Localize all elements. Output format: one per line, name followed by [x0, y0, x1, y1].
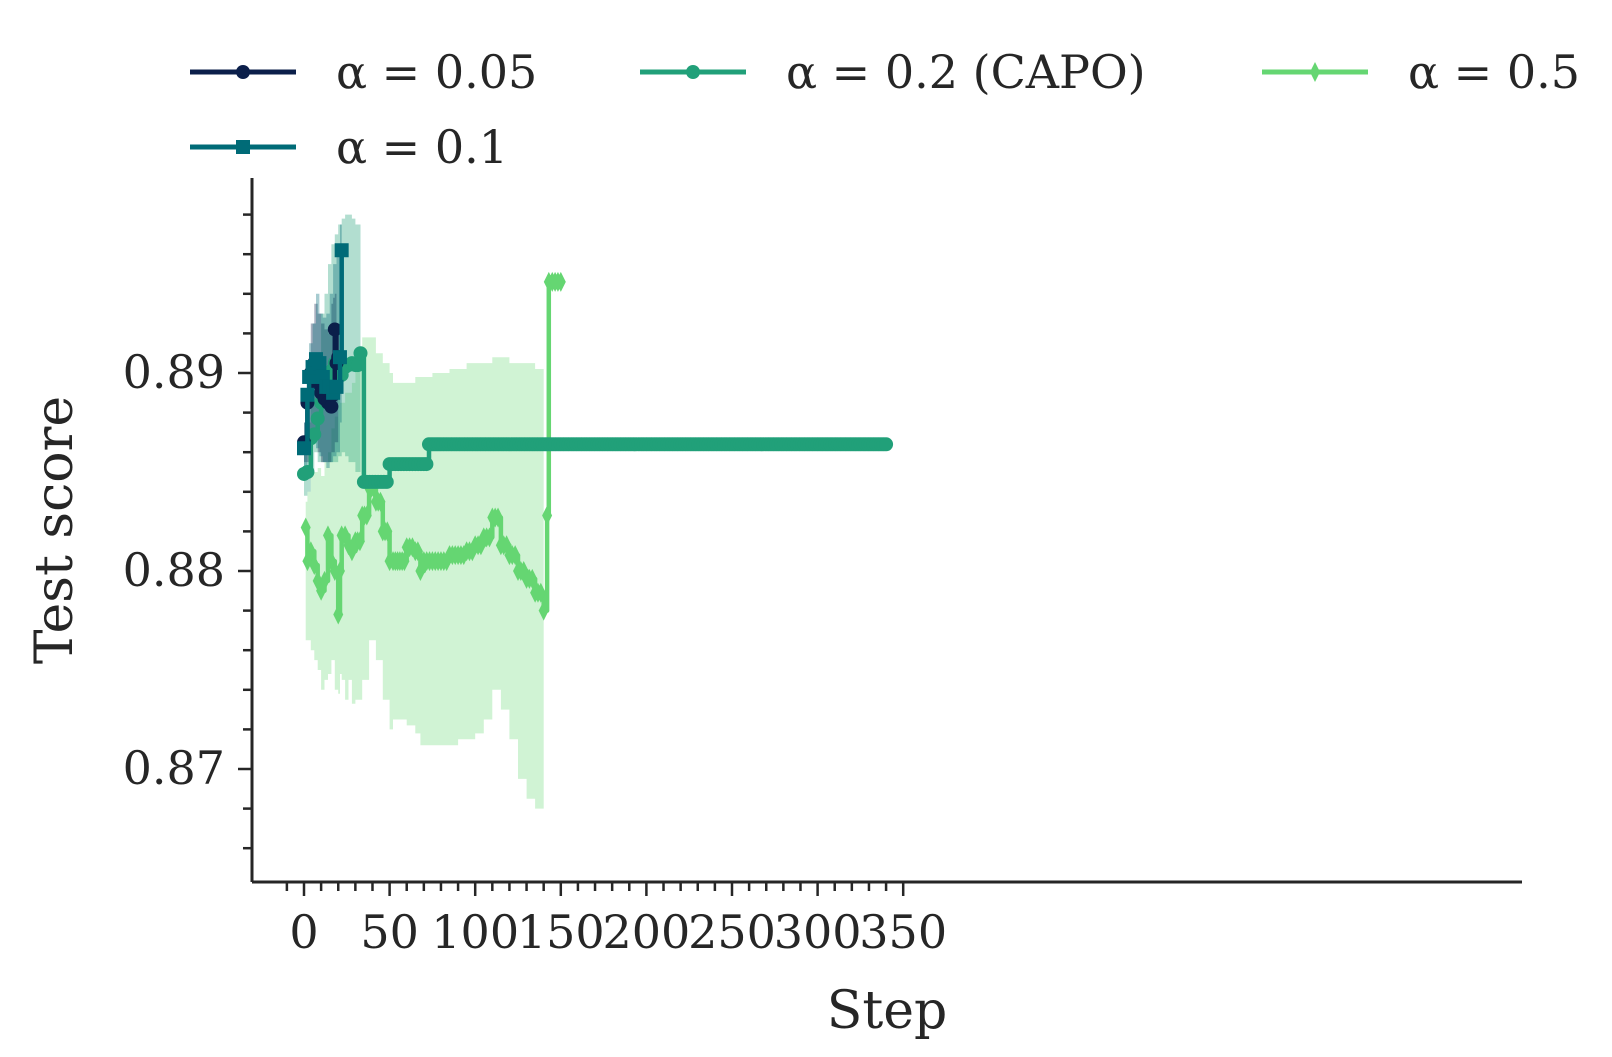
- x-tick-label: 350: [859, 905, 947, 959]
- data-point: [350, 358, 365, 373]
- x-tick-label: 150: [517, 905, 605, 959]
- legend-label: α = 0.2 (CAPO): [786, 45, 1146, 99]
- x-tick-label: 200: [602, 905, 690, 959]
- data-point: [334, 243, 349, 258]
- data-point: [354, 531, 365, 552]
- data-point: [312, 356, 327, 371]
- data-point: [353, 346, 368, 361]
- data-point: [510, 545, 521, 566]
- data-point: [493, 507, 504, 528]
- x-tick-label: 100: [431, 905, 519, 959]
- data-point: [310, 411, 325, 426]
- data-point: [332, 350, 347, 365]
- y-ticks: 0.87 0.88 0.89: [123, 213, 252, 850]
- legend-label: α = 0.1: [336, 120, 508, 174]
- legend-entry-4: α = 0.5: [1262, 45, 1580, 99]
- legend-entry-1: α = 0.05: [190, 45, 537, 99]
- data-point: [319, 570, 330, 591]
- data-point: [538, 600, 549, 621]
- legend-marker: [1310, 62, 1320, 82]
- data-point: [555, 271, 566, 292]
- data-point: [324, 399, 339, 414]
- series-lines: [297, 243, 894, 625]
- x-tick-label: 300: [774, 905, 862, 959]
- data-point: [322, 525, 333, 546]
- legend-entry-3: α = 0.2 (CAPO): [640, 45, 1146, 99]
- data-point: [334, 561, 345, 581]
- legend-entry-2: α = 0.1: [190, 120, 508, 174]
- x-tick-label: 0: [289, 905, 318, 959]
- data-point: [542, 505, 553, 526]
- data-point: [412, 541, 423, 562]
- x-tick-label: 50: [360, 905, 419, 959]
- data-point: [327, 322, 342, 337]
- y-tick-label: 0.87: [123, 741, 225, 795]
- y-axis-title: Test score: [25, 396, 85, 664]
- data-point: [879, 437, 894, 452]
- data-point: [419, 457, 434, 472]
- data-point: [379, 474, 394, 489]
- data-point: [382, 521, 393, 542]
- data-point: [333, 604, 344, 625]
- data-point: [535, 582, 546, 603]
- legend-marker: [236, 65, 250, 79]
- data-point: [300, 465, 315, 479]
- series-4: [300, 271, 566, 625]
- data-point: [484, 527, 495, 548]
- series-2: [297, 243, 349, 456]
- x-tick-label: 250: [688, 905, 776, 959]
- data-point: [329, 561, 340, 581]
- data-point: [297, 441, 311, 456]
- legend: α = 0.05 α = 0.1 α = 0.2 (CAPO) α = 0.5: [190, 45, 1580, 174]
- data-point: [300, 517, 311, 538]
- legend-label: α = 0.05: [336, 45, 537, 99]
- data-point: [375, 491, 386, 512]
- data-point: [329, 379, 344, 394]
- data-point: [309, 555, 320, 576]
- y-tick-label: 0.89: [123, 345, 225, 399]
- legend-marker: [236, 140, 250, 154]
- x-axis-title: Step: [827, 981, 948, 1041]
- legend-marker: [686, 65, 700, 79]
- legend-label: α = 0.5: [1408, 45, 1580, 99]
- data-point: [307, 427, 322, 442]
- data-point: [300, 387, 315, 402]
- data-point: [305, 541, 316, 562]
- y-tick-label: 0.88: [123, 543, 225, 597]
- data-point: [361, 505, 372, 526]
